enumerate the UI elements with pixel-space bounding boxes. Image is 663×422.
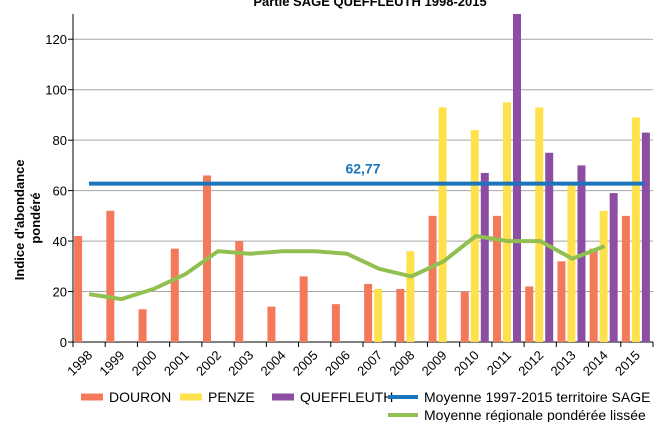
x-tick-label: 2007	[354, 348, 385, 379]
x-tick-label: 2015	[612, 348, 643, 379]
bar-penze-2007	[374, 289, 383, 342]
bar-douron-2012	[525, 286, 534, 342]
x-tick-label: 2005	[290, 348, 321, 379]
legend-label-douron: DOURON	[109, 389, 171, 405]
y-tick-labels: 0 20 40 60 80 100 120	[45, 32, 67, 350]
bar-douron-2000	[138, 309, 147, 342]
bar-penze-2011	[503, 102, 511, 342]
bar-douron-2008	[396, 289, 405, 342]
x-tick-label: 2010	[451, 348, 482, 379]
bar-penze-2009	[438, 107, 447, 342]
x-tick-label: 2006	[322, 348, 353, 379]
bar-queffleuth-2010	[480, 172, 489, 342]
bar-douron-1998	[74, 236, 83, 342]
x-tick-label: 2003	[225, 348, 256, 379]
bar-douron-2009	[428, 215, 437, 342]
bar-penze-2012	[535, 107, 544, 342]
bar-douron-2003	[235, 241, 244, 342]
bar-douron-2004	[267, 306, 276, 342]
bar-douron-2015	[621, 215, 630, 342]
bar-douron-2010	[460, 291, 469, 342]
bar-douron-2014	[589, 248, 598, 342]
legend-swatch-penze	[180, 393, 202, 401]
x-tick-label: 2008	[386, 348, 417, 379]
bar-penze-2014	[599, 210, 608, 342]
y-tick-label: 20	[53, 285, 67, 300]
bar-penze-2015	[631, 117, 640, 342]
bar-douron-1999	[106, 210, 115, 342]
legend-swatch-queffleuth	[272, 393, 294, 401]
legend-label-queffleuth: QUEFFLEUTH	[300, 389, 393, 405]
bar-douron-2001	[170, 248, 179, 342]
chart-title: Partie SAGE QUEFFLEUTH 1998-2015	[253, 0, 486, 9]
legend-label-moyenne-r-gionale-pond-r-e-liss-e: Moyenne régionale pondérée lissée	[424, 407, 646, 422]
bar-douron-2006	[331, 304, 340, 342]
axes	[68, 14, 654, 347]
y-tick-label: 60	[53, 184, 67, 199]
y-tick-label: 100	[45, 83, 67, 98]
x-tick-label: 2000	[129, 348, 160, 379]
x-tick-label: 2014	[580, 348, 611, 379]
x-tick-label: 2004	[258, 348, 289, 379]
bar-queffleuth-2011	[513, 14, 521, 342]
grid	[73, 38, 653, 293]
y-axis-label: Indice d'abondance pondéré	[12, 156, 43, 280]
bar-douron-2013	[557, 261, 566, 342]
bar-queffleuth-2014	[609, 193, 618, 342]
x-tick-label: 2013	[548, 348, 579, 379]
regional-average-line	[88, 234, 606, 302]
bar-penze-2008	[406, 251, 415, 342]
y-axis-label-line2: pondéré	[28, 192, 43, 243]
bar-penze-2013	[567, 183, 576, 342]
legend-swatch-moyenne-1997-2015-territoire-sage	[388, 395, 418, 399]
bar-douron-2005	[299, 276, 308, 342]
y-tick-label: 80	[53, 133, 67, 148]
series-lines	[88, 181, 645, 302]
bar-douron-2011	[493, 215, 501, 342]
bar-queffleuth-2015	[641, 132, 650, 342]
x-tick-label: 1999	[96, 348, 127, 379]
bar-douron-2007	[364, 283, 373, 342]
x-tick-label: 2001	[161, 348, 192, 379]
average-annotation: 62,77	[345, 161, 380, 177]
legend-label-moyenne-1997-2015-territoire-sage: Moyenne 1997-2015 territoire SAGE	[424, 389, 650, 405]
y-tick-label: 120	[45, 32, 67, 47]
x-tick-label: 2012	[515, 348, 546, 379]
x-tick-label: 2002	[193, 348, 224, 379]
legend: DOURON PENZE QUEFFLEUTH Moyenne 1997-2015 t…	[81, 389, 650, 422]
x-tick-label: 2011	[484, 348, 514, 378]
legend-swatch-douron	[81, 393, 103, 401]
bars	[74, 14, 650, 342]
y-axis-label-line1: Indice d'abondance	[12, 159, 27, 280]
legend-swatch-moyenne-r-gionale-pond-r-e-liss-e	[388, 413, 418, 417]
y-tick-label: 0	[60, 335, 67, 350]
x-tick-labels: 1998 1999 2000 2001 2002 2003 2004 2005 2006 2007…	[64, 348, 643, 379]
x-tick-label: 2009	[419, 348, 450, 379]
x-tick-label: 1998	[64, 348, 95, 379]
y-tick-label: 40	[53, 234, 67, 249]
legend-label-penze: PENZE	[208, 389, 255, 405]
